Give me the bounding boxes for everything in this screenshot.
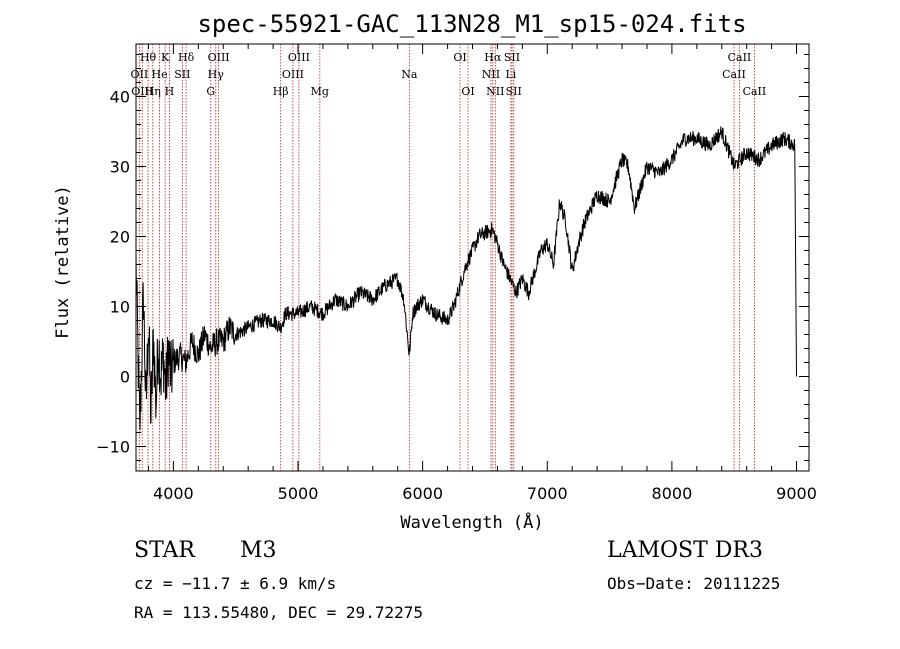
x-tick-label: 8000 bbox=[652, 484, 693, 503]
line-label-hη: Hη bbox=[145, 85, 161, 98]
line-label-oi: OI bbox=[461, 85, 474, 98]
x-axis-ticks: 4000 5000 6000 7000 8000 9000 bbox=[147, 44, 817, 503]
line-label-na: Na bbox=[401, 68, 418, 81]
x-axis-label: Wavelength (Å) bbox=[400, 511, 543, 533]
object-subclass: M3 bbox=[240, 538, 277, 563]
line-label-caii: CaII bbox=[722, 68, 746, 81]
flux-series-line bbox=[135, 126, 797, 430]
line-label-hβ: Hβ bbox=[273, 85, 289, 98]
line-label-caii: CaII bbox=[743, 85, 767, 98]
observation-date: Obs−Date: 20111225 bbox=[607, 574, 781, 593]
line-label-nii: NII bbox=[486, 85, 504, 98]
line-label-sii: SII bbox=[174, 68, 190, 81]
line-label-li: Li bbox=[505, 68, 516, 81]
line-label-h: H bbox=[165, 85, 175, 98]
line-label-oi: OI bbox=[453, 51, 466, 64]
x-tick-label: 9000 bbox=[776, 484, 817, 503]
y-tick-label: −10 bbox=[96, 438, 130, 457]
plot-frame bbox=[135, 43, 810, 472]
y-tick-label: 30 bbox=[110, 158, 130, 177]
line-label-hα: Hα bbox=[484, 51, 502, 64]
x-tick-label: 6000 bbox=[402, 484, 443, 503]
survey-name: LAMOST DR3 bbox=[607, 538, 763, 563]
y-tick-label: 40 bbox=[110, 88, 130, 107]
line-label-he: He bbox=[152, 68, 168, 81]
redshift-readout: cz = −11.7 ± 6.9 km/s bbox=[134, 574, 337, 593]
chart-title: spec-55921-GAC_113N28_M1_sp15-024.fits bbox=[197, 10, 746, 38]
line-label-oiii: OIII bbox=[282, 68, 304, 81]
line-label-k: K bbox=[161, 51, 170, 64]
x-tick-label: 4000 bbox=[153, 484, 194, 503]
line-label-oiii: OIII bbox=[131, 85, 153, 98]
y-tick-label: 20 bbox=[110, 228, 130, 247]
line-label-sii: SII bbox=[506, 85, 522, 98]
y-tick-label: 0 bbox=[120, 368, 130, 387]
y-tick-label: 10 bbox=[110, 298, 130, 317]
line-label-oii: OII bbox=[131, 68, 149, 81]
object-class: STAR bbox=[134, 538, 195, 563]
y-axis-label: Flux (relative) bbox=[53, 185, 73, 339]
emission-line-markers bbox=[138, 44, 755, 471]
line-label-sii: SII bbox=[504, 51, 520, 64]
line-label-oiii: OIII bbox=[288, 51, 310, 64]
line-label-caii: CaII bbox=[728, 51, 752, 64]
line-label-oiii: OIII bbox=[208, 51, 230, 64]
y-axis-ticks: −10 0 10 20 30 40 bbox=[96, 54, 809, 461]
line-label-nii: NII bbox=[482, 68, 500, 81]
line-label-hγ: Hγ bbox=[208, 68, 225, 81]
coordinates-readout: RA = 113.55480, DEC = 29.72275 bbox=[134, 603, 423, 622]
x-tick-label: 5000 bbox=[278, 484, 319, 503]
x-tick-label: 7000 bbox=[527, 484, 568, 503]
line-label-hδ: Hδ bbox=[178, 51, 195, 64]
line-label-hθ: Hθ bbox=[140, 51, 157, 64]
line-label-mg: Mg bbox=[311, 85, 329, 98]
line-label-g: G bbox=[206, 85, 215, 98]
